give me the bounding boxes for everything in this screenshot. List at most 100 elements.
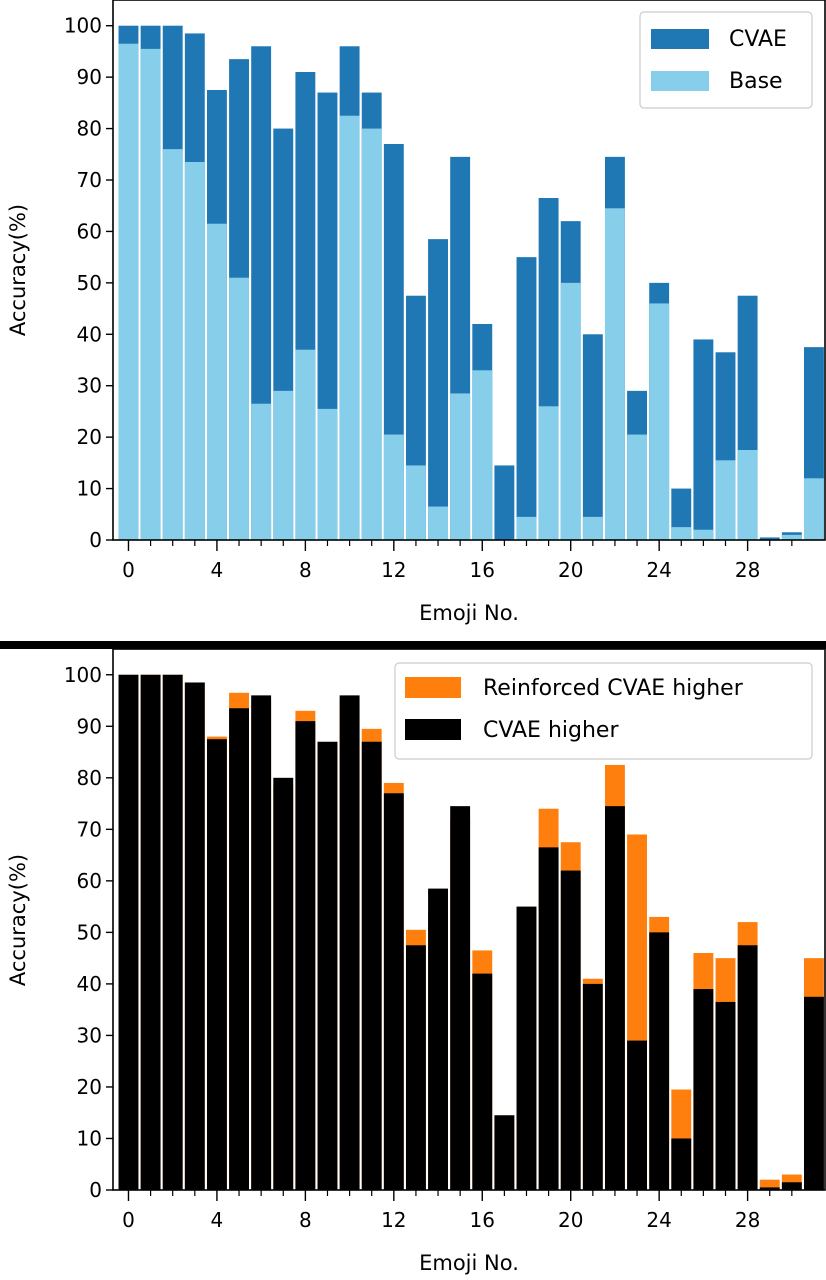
bar-base-14: [428, 506, 448, 540]
bar-base-21: [582, 516, 603, 540]
bar-cvae-higher-5: [229, 708, 249, 1190]
x-tick-label-20: 20: [558, 558, 583, 582]
bar-cvae-higher-1: [140, 674, 161, 1190]
bar-cvae-higher-17: [494, 1115, 515, 1190]
bar-cvae-higher-31: [803, 996, 824, 1190]
bar-base-12: [383, 434, 404, 540]
x-tick-label-16: 16: [470, 558, 495, 582]
bar-cvae-higher-24: [649, 932, 670, 1190]
x-tick-label-12: 12: [381, 1208, 406, 1232]
bar-cvae-26: [693, 339, 714, 540]
bar-cvae-21: [582, 334, 603, 540]
bar-cvae-higher-6: [251, 695, 272, 1190]
bottom-chart-y-axis-label: Accuracy(%): [6, 854, 30, 986]
x-tick-label-4: 4: [211, 558, 224, 582]
bar-base-20: [560, 282, 581, 540]
x-tick-label-28: 28: [735, 558, 760, 582]
bar-base-1: [140, 48, 161, 541]
y-tick-label-0: 0: [89, 1178, 102, 1202]
bar-base-11: [361, 128, 382, 540]
bottom-chart-legend-label-reinforced: Reinforced CVAE higher: [483, 676, 744, 701]
bar-cvae-higher-8: [295, 721, 316, 1190]
x-tick-label-28: 28: [735, 1208, 760, 1232]
y-tick-label-20: 20: [77, 425, 102, 449]
y-tick-label-60: 60: [77, 869, 102, 893]
bar-cvae-higher-25: [671, 1138, 692, 1190]
y-tick-label-70: 70: [77, 817, 102, 841]
bar-cvae-higher-28: [737, 945, 758, 1190]
bar-cvae-higher-29: [759, 1187, 780, 1190]
bar-base-18: [516, 516, 537, 540]
bar-cvae-17: [494, 465, 515, 540]
top-chart-y-axis-label: Accuracy(%): [6, 204, 30, 336]
top-chart-legend-swatch-base: [651, 71, 709, 91]
bar-cvae-higher-27: [715, 1001, 736, 1190]
bar-reinforced-cvae-higher-29: [759, 1179, 780, 1190]
y-tick-label-10: 10: [77, 477, 102, 501]
bar-cvae-29: [759, 537, 780, 540]
bottom-chart-legend-box: [394, 662, 813, 760]
bar-base-5: [229, 277, 249, 540]
bottom-chart-ticks: 0 10 20 30 40 50 60 70 80 90 100 0 4 8 12 16 20 24 28: [64, 663, 793, 1232]
top-chart-legend: CVAE Base: [639, 11, 813, 109]
y-tick-label-80: 80: [77, 117, 102, 141]
bar-cvae-higher-21: [582, 983, 603, 1190]
bar-cvae-higher-10: [339, 695, 360, 1190]
bar-base-22: [604, 208, 625, 541]
y-tick-label-0: 0: [89, 528, 102, 552]
bar-base-4: [206, 223, 227, 540]
bar-cvae-18: [516, 257, 537, 540]
top-chart-bars: [118, 25, 824, 541]
x-tick-label-0: 0: [122, 558, 135, 582]
bar-cvae-higher-12: [383, 793, 404, 1190]
bar-base-26: [693, 529, 714, 540]
bar-base-0: [118, 43, 139, 541]
y-tick-label-40: 40: [77, 972, 102, 996]
x-tick-label-12: 12: [381, 558, 406, 582]
axes-frame: [112, 648, 826, 1191]
bar-cvae-higher-20: [560, 870, 581, 1190]
bar-base-13: [405, 465, 426, 540]
bottom-chart-legend: Reinforced CVAE higher CVAE higher: [394, 662, 813, 760]
bar-base-28: [737, 450, 758, 540]
y-tick-label-90: 90: [77, 65, 102, 89]
bar-base-31: [803, 478, 824, 540]
bottom-chart-axes: [112, 648, 826, 1191]
bar-base-2: [162, 149, 183, 540]
top-chart-legend-label-cvae: CVAE: [729, 27, 787, 52]
x-tick-label-0: 0: [122, 1208, 135, 1232]
bar-base-3: [184, 162, 205, 540]
y-tick-label-100: 100: [64, 14, 102, 38]
bar-base-7: [273, 390, 294, 540]
bottom-chart-x-axis-label: Emoji No.: [419, 1251, 519, 1275]
x-tick-label-8: 8: [299, 558, 312, 582]
panel-divider: [0, 641, 826, 649]
y-tick-label-20: 20: [77, 1075, 102, 1099]
bar-cvae-higher-30: [781, 1182, 802, 1190]
bottom-chart-bars: [118, 674, 824, 1190]
bar-base-6: [251, 403, 272, 540]
bar-base-15: [450, 393, 471, 540]
bar-base-30: [781, 534, 802, 540]
x-tick-label-20: 20: [558, 1208, 583, 1232]
y-tick-label-100: 100: [64, 663, 102, 687]
bar-cvae-14: [428, 239, 448, 540]
bar-base-8: [295, 349, 316, 540]
bar-base-10: [339, 115, 360, 541]
x-tick-label-4: 4: [211, 1208, 224, 1232]
top-chart: 0 10 20 30 40 50 60 70 80 90 100 0 4 8 12 16 20 24 28 Emoj…: [6, 0, 826, 625]
x-tick-label-24: 24: [646, 558, 671, 582]
bottom-chart: 0 10 20 30 40 50 60 70 80 90 100 0 4 8 12 16 20 24 28 Emoj…: [6, 648, 826, 1275]
bar-cvae-higher-16: [472, 973, 493, 1190]
y-tick-label-60: 60: [77, 219, 102, 243]
bar-cvae-higher-11: [361, 741, 382, 1190]
y-tick-label-90: 90: [77, 714, 102, 738]
bar-base-23: [627, 434, 647, 540]
bar-cvae-higher-18: [516, 906, 537, 1190]
bar-cvae-higher-14: [428, 888, 448, 1190]
top-chart-ticks: 0 10 20 30 40 50 60 70 80 90 100 0 4 8 12 16 20 24 28: [64, 14, 793, 582]
bar-base-9: [317, 408, 338, 540]
bar-cvae-higher-26: [693, 989, 714, 1190]
bar-base-24: [649, 303, 670, 540]
